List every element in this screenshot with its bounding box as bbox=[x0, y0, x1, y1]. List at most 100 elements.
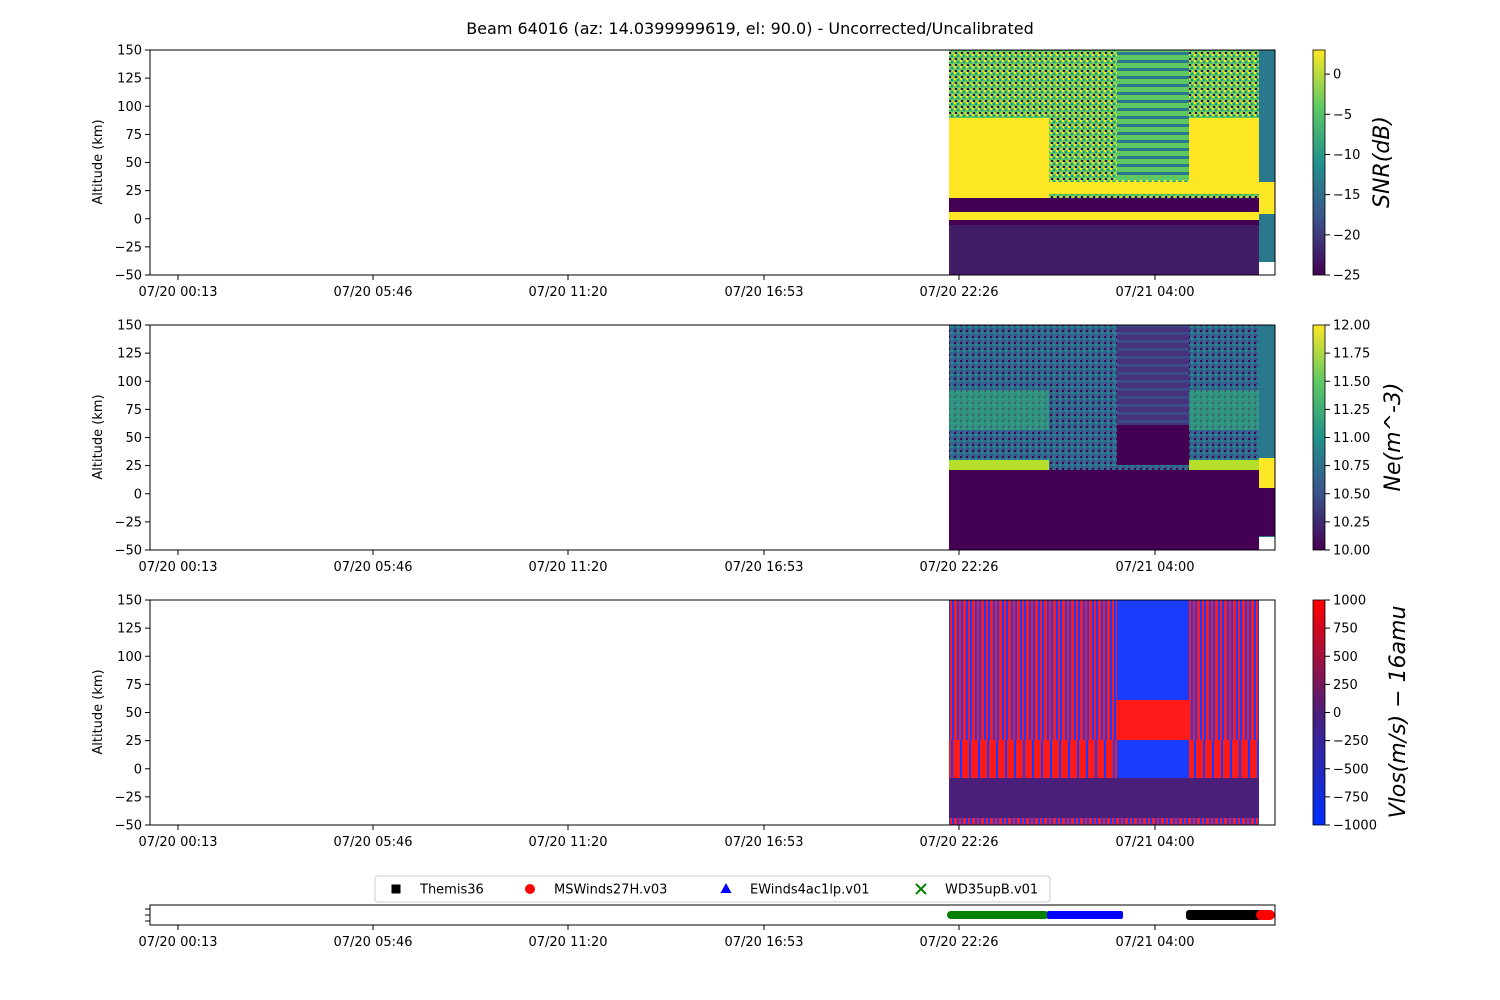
ne-y-ticks: −50 −25 0 25 50 75 100 125 150 bbox=[115, 319, 150, 559]
vlos-x-ticks: 07/20 00:13 07/20 05:46 07/20 11:20 07/20 1… bbox=[138, 825, 1195, 850]
snr-ytick-label: 50 bbox=[125, 156, 142, 171]
snr-ytick-label: 25 bbox=[125, 184, 142, 199]
ne-cbtick-label: 11.50 bbox=[1333, 375, 1370, 390]
exp-xtick-label: 07/21 04:00 bbox=[1115, 935, 1194, 950]
mark-ewinds bbox=[1047, 911, 1123, 919]
ne-right-bright bbox=[1259, 458, 1275, 488]
snr-right-column bbox=[1259, 50, 1275, 262]
experiments-y-ticks bbox=[145, 908, 150, 922]
ne-xtick-label: 07/20 16:53 bbox=[724, 560, 803, 575]
vlos-heatmap bbox=[949, 600, 1259, 825]
ne-ytick-label: 25 bbox=[125, 459, 142, 474]
ne-ytick-label: −50 bbox=[115, 544, 142, 559]
snr-bright-band-1 bbox=[949, 118, 1049, 198]
snr-x-ticks: 07/20 00:13 07/20 05:46 07/20 11:20 07/20 1… bbox=[138, 275, 1195, 300]
ne-bright-band-2 bbox=[1189, 460, 1259, 470]
snr-xtick-label: 07/20 11:20 bbox=[528, 285, 607, 300]
snr-heatmap bbox=[949, 50, 1275, 275]
vlos-xtick-label: 07/20 22:26 bbox=[919, 835, 998, 850]
exp-xtick-label: 07/20 22:26 bbox=[919, 935, 998, 950]
vlos-cbtick-label: 750 bbox=[1333, 622, 1358, 637]
vlos-ytick-label: 125 bbox=[117, 622, 142, 637]
ne-cbtick-label: 10.25 bbox=[1333, 515, 1370, 530]
vlos-ytick-label: 100 bbox=[117, 650, 142, 665]
ne-cbtick-label: 11.00 bbox=[1333, 431, 1370, 446]
ne-ytick-label: −25 bbox=[115, 515, 142, 530]
vlos-lower-purple bbox=[949, 778, 1259, 818]
snr-xtick-label: 07/20 05:46 bbox=[333, 285, 412, 300]
legend-marker-triangle bbox=[720, 883, 732, 893]
ne-dark-block bbox=[1117, 425, 1189, 465]
ne-colorbar bbox=[1312, 324, 1326, 551]
ne-y-label: Altitude (km) bbox=[91, 394, 106, 479]
vlos-colorbar-ticks: 1000 750 500 250 0 −250 −500 −750 −1000 bbox=[1325, 594, 1377, 834]
vlos-cbtick-label: 250 bbox=[1333, 678, 1358, 693]
snr-right-bright bbox=[1259, 182, 1275, 214]
ne-xtick-label: 07/20 11:20 bbox=[528, 560, 607, 575]
snr-colorbar-ticks: 0 −5 −10 −15 −20 −25 bbox=[1325, 68, 1360, 284]
ne-right-dark bbox=[1259, 488, 1275, 536]
vlos-xtick-label: 07/20 00:13 bbox=[138, 835, 217, 850]
snr-cbtick-label: −5 bbox=[1333, 108, 1352, 123]
ne-lower-block bbox=[949, 470, 1259, 550]
vlos-cbtick-label: 500 bbox=[1333, 650, 1358, 665]
vlos-y-ticks: −50 −25 0 25 50 75 100 125 150 bbox=[115, 594, 150, 834]
ne-colorbar-ticks: 12.00 11.75 11.50 11.25 11.00 10.75 10.50 10.25… bbox=[1325, 319, 1370, 559]
vlos-ytick-label: −50 bbox=[115, 819, 142, 834]
vlos-xtick-label: 07/21 04:00 bbox=[1115, 835, 1194, 850]
snr-cbtick-label: −10 bbox=[1333, 148, 1360, 163]
ne-bright-band-1 bbox=[949, 460, 1049, 470]
exp-xtick-label: 07/20 16:53 bbox=[724, 935, 803, 950]
snr-ytick-label: −25 bbox=[115, 240, 142, 255]
snr-xtick-label: 07/21 04:00 bbox=[1115, 285, 1194, 300]
snr-cbtick-label: −15 bbox=[1333, 188, 1360, 203]
vlos-ytick-label: 25 bbox=[125, 734, 142, 749]
snr-bright-band-3 bbox=[1049, 182, 1259, 194]
vlos-blue-block-2 bbox=[1117, 740, 1189, 778]
snr-colorbar bbox=[1312, 49, 1326, 276]
vlos-ytick-label: 50 bbox=[125, 706, 142, 721]
snr-y-ticks: −50 −25 0 25 50 75 100 125 150 bbox=[115, 44, 150, 284]
ne-cbtick-label: 10.75 bbox=[1333, 459, 1370, 474]
exp-xtick-label: 07/20 05:46 bbox=[333, 935, 412, 950]
vlos-xtick-label: 07/20 16:53 bbox=[724, 835, 803, 850]
vlos-ytick-label: 150 bbox=[117, 594, 142, 609]
legend: Themis36 MSWinds27H.v03 EWinds4ac1lp.v01 WD… bbox=[391, 883, 1038, 898]
legend-marker-x bbox=[915, 883, 927, 895]
snr-ytick-label: 150 bbox=[117, 44, 142, 59]
ne-xtick-label: 07/20 00:13 bbox=[138, 560, 217, 575]
snr-cbtick-label: −20 bbox=[1333, 228, 1360, 243]
vlos-cbtick-label: 0 bbox=[1333, 706, 1341, 721]
ne-ytick-label: 75 bbox=[125, 403, 142, 418]
vlos-cbtick-label: −250 bbox=[1333, 734, 1369, 749]
vlos-ytick-label: 0 bbox=[134, 762, 142, 777]
ne-cbtick-label: 10.50 bbox=[1333, 487, 1370, 502]
snr-ytick-label: 100 bbox=[117, 100, 142, 115]
ne-heatmap bbox=[949, 325, 1275, 550]
snr-ytick-label: 0 bbox=[134, 212, 142, 227]
ne-cbtick-label: 11.25 bbox=[1333, 403, 1370, 418]
vlos-cbtick-label: −750 bbox=[1333, 790, 1369, 805]
ne-ytick-label: 0 bbox=[134, 487, 142, 502]
ne-ytick-label: 125 bbox=[117, 347, 142, 362]
vlos-red-band bbox=[949, 740, 1259, 778]
vlos-colorbar-label: Vlos(m/s) − 16amu bbox=[1386, 606, 1411, 819]
legend-label: WD35upB.v01 bbox=[945, 883, 1038, 898]
vlos-colorbar bbox=[1312, 599, 1326, 826]
mark-wd35upb bbox=[947, 911, 1049, 919]
vlos-blue-block-1 bbox=[1117, 600, 1189, 700]
ne-ytick-label: 100 bbox=[117, 375, 142, 390]
snr-bright-band-2 bbox=[1189, 118, 1259, 188]
ne-cbtick-label: 12.00 bbox=[1333, 319, 1370, 334]
ne-xtick-label: 07/20 05:46 bbox=[333, 560, 412, 575]
ne-cbtick-label: 11.75 bbox=[1333, 347, 1370, 362]
vlos-red-block bbox=[1117, 700, 1189, 740]
legend-marker-square bbox=[391, 884, 401, 894]
snr-ytick-label: 75 bbox=[125, 128, 142, 143]
snr-colorbar-label: SNR(dB) bbox=[1370, 116, 1395, 208]
ne-xtick-label: 07/20 22:26 bbox=[919, 560, 998, 575]
vlos-xtick-label: 07/20 11:20 bbox=[528, 835, 607, 850]
